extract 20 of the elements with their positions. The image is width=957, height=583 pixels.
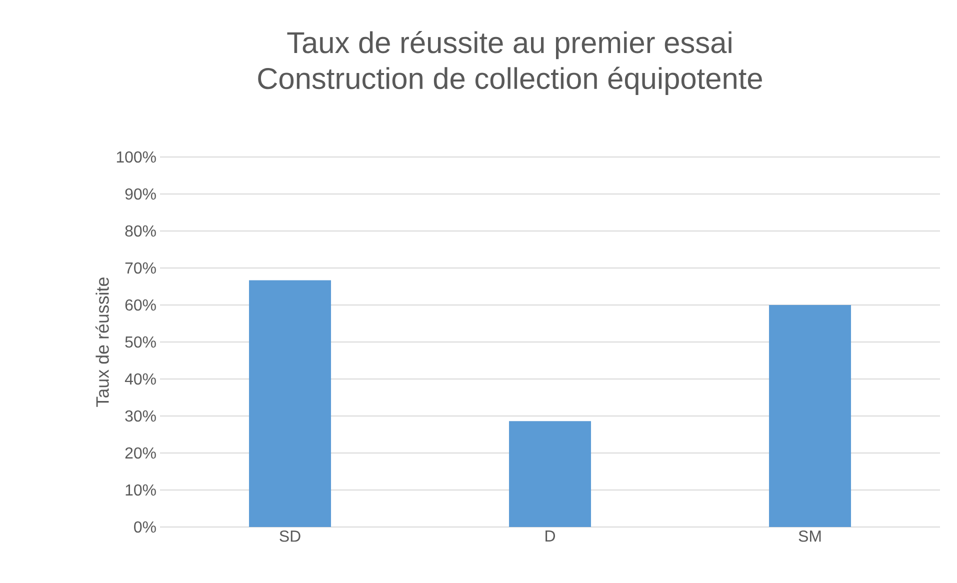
bar	[769, 304, 852, 527]
y-tick-label: 20%	[125, 447, 156, 459]
x-tick-label: SM	[798, 530, 821, 542]
chart-subtitle: Construction de collection équipotente	[258, 66, 762, 96]
x-tick-label: SD	[280, 530, 300, 542]
y-tick-label: 40%	[124, 373, 156, 385]
bar	[249, 280, 332, 527]
x-tick-label: D	[546, 530, 556, 542]
y-tick-label: 10%	[126, 484, 156, 496]
y-axis-title: Taux de réussite	[96, 278, 109, 407]
y-tick-label: 50%	[125, 336, 156, 348]
y-tick-label: 90%	[125, 188, 156, 200]
y-tick-label: 60%	[125, 299, 156, 311]
y-tick-label: 70%	[125, 262, 156, 274]
y-tick-label: 100%	[116, 151, 156, 163]
y-tick-label: 0%	[134, 521, 156, 533]
y-tick-label: 80%	[125, 225, 156, 237]
bar	[509, 421, 592, 527]
y-tick-label: 30%	[125, 410, 156, 422]
chart-title: Taux de réussite au premier essai	[287, 30, 732, 60]
